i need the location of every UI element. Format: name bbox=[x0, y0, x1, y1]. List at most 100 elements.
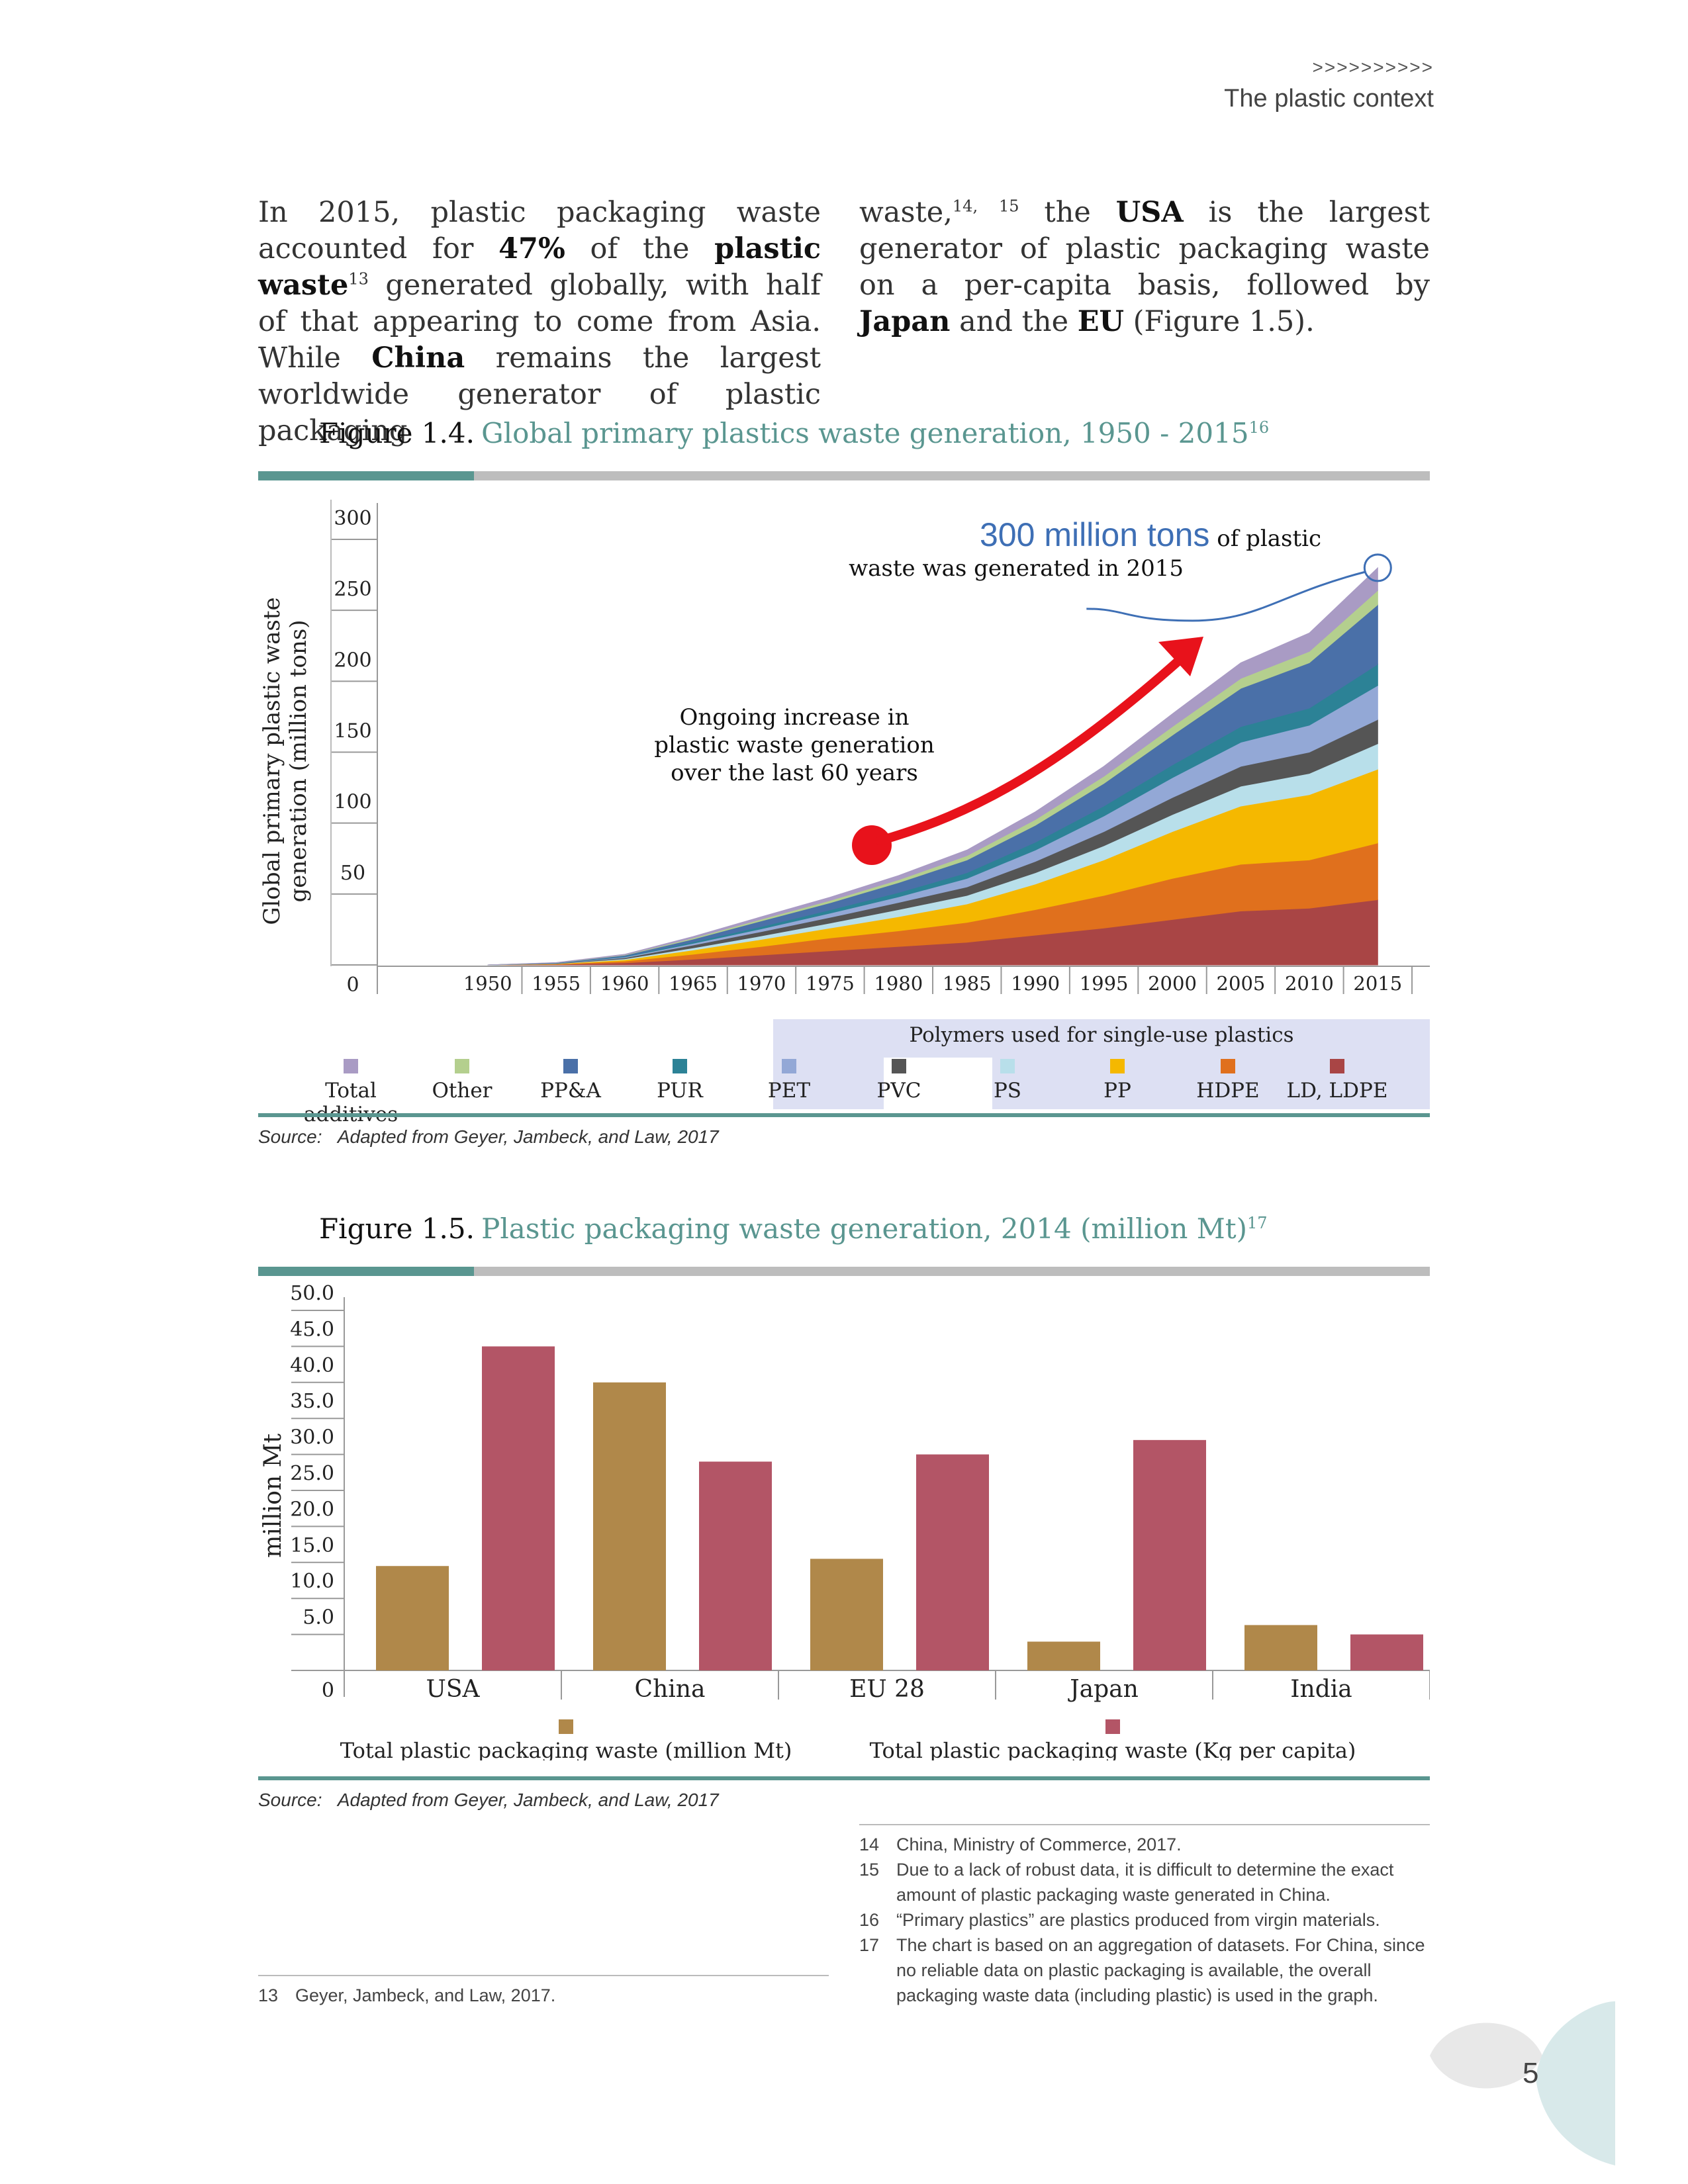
bar-million-mt-usa bbox=[376, 1566, 449, 1670]
x-tick-label: 1965 bbox=[669, 972, 718, 995]
y-tick-label: 0 bbox=[346, 974, 359, 997]
figure-15-label: Figure 1.5. bbox=[319, 1212, 475, 1245]
intro-text-run: is the largest generator of plastic pack… bbox=[859, 196, 1430, 302]
figure-15-rule bbox=[474, 1267, 1430, 1276]
x-tick-label: 1990 bbox=[1011, 972, 1060, 995]
y-tick-label: 15.0 bbox=[290, 1534, 334, 1557]
legend-label: PP bbox=[1103, 1079, 1131, 1103]
legend-label: Total additives bbox=[303, 1079, 399, 1126]
legend-label: HDPE bbox=[1196, 1079, 1260, 1103]
intro-text-run: EU bbox=[1077, 305, 1124, 338]
footnote-divider-right bbox=[859, 1824, 1430, 1825]
intro-text-run: Japan bbox=[859, 305, 951, 338]
legend-swatch bbox=[1221, 1059, 1235, 1073]
intro-text-run: 13 bbox=[348, 269, 369, 289]
intro-column-1: In 2015, plastic packaging waste account… bbox=[258, 195, 821, 449]
x-tick-label: 2005 bbox=[1217, 972, 1266, 995]
callout-line bbox=[1086, 570, 1366, 622]
y-axis-title: Global primary plastic waste generation (… bbox=[259, 597, 312, 925]
figure-14-bottom-rule bbox=[258, 1113, 1430, 1117]
legend-highlight-panel bbox=[773, 1019, 1430, 1109]
footnote-13: 13 Geyer, Jambeck, and Law, 2017. bbox=[258, 1983, 555, 2008]
footnote-text: Geyer, Jambeck, and Law, 2017. bbox=[295, 1985, 556, 2005]
legend-label: PP&A bbox=[540, 1079, 601, 1103]
x-tick-label: 1955 bbox=[532, 972, 581, 995]
trend-arrow-head bbox=[1158, 637, 1203, 676]
y-tick-label: 200 bbox=[334, 649, 371, 672]
legend-label: Other bbox=[432, 1079, 492, 1103]
legend-swatch bbox=[1105, 1719, 1120, 1734]
y-axis-title-line2: generation (million tons) bbox=[285, 619, 312, 902]
y-tick-label: 30.0 bbox=[290, 1426, 334, 1449]
legend-item: LD, LDPE bbox=[1278, 1059, 1397, 1103]
x-tick-label: 1995 bbox=[1080, 972, 1129, 995]
legend-label: PET bbox=[767, 1079, 811, 1103]
footnote-text: China, Ministry of Commerce, 2017. bbox=[896, 1835, 1182, 1854]
y-tick-label: 50 bbox=[340, 862, 365, 885]
figure-14-title: Global primary plastics waste generation… bbox=[481, 417, 1269, 449]
figure-15-title: Plastic packaging waste generation, 2014… bbox=[481, 1212, 1267, 1245]
figure-15-bottom-rule bbox=[258, 1776, 1430, 1780]
legend-item: PVC bbox=[839, 1059, 959, 1103]
footnote-item: 17 The chart is based on an aggregation o… bbox=[859, 1933, 1430, 2008]
figure-14-title-text: Global primary plastics waste generation… bbox=[481, 417, 1249, 449]
figure-15-title-text: Plastic packaging waste generation, 2014… bbox=[481, 1212, 1247, 1245]
figure-15-rule-accent bbox=[258, 1267, 474, 1276]
figure-14-heading: Figure 1.4. Global primary plastics wast… bbox=[319, 417, 1269, 449]
x-tick-label: 1950 bbox=[463, 972, 512, 995]
annotation-line: over the last 60 years bbox=[671, 760, 918, 786]
intro-text-run: 14, 15 bbox=[952, 197, 1019, 216]
legend-label: Total plastic packaging waste (million M… bbox=[340, 1738, 792, 1760]
area-chart: 0 50 100 150 200 250 300 1950 1955 1960 1965 1970 19… bbox=[259, 500, 1430, 997]
legend-swatch bbox=[1110, 1059, 1125, 1073]
legend-swatch bbox=[892, 1059, 906, 1073]
y-tick-label: 0 bbox=[322, 1679, 334, 1702]
footnote-divider-left bbox=[258, 1975, 829, 1976]
callout-text: 300 million tons of plastic bbox=[980, 516, 1321, 553]
figure-14-title-sup: 16 bbox=[1248, 418, 1270, 437]
figure-14-rule-accent bbox=[258, 471, 474, 480]
trend-arrow-shaft bbox=[876, 651, 1190, 845]
x-tick-label: 1985 bbox=[943, 972, 992, 995]
y-tick-label: 150 bbox=[334, 720, 371, 743]
footnote-item: 15 Due to a lack of robust data, it is di… bbox=[859, 1857, 1430, 1907]
intro-text-run: USA bbox=[1115, 196, 1184, 229]
x-tick-label: 1960 bbox=[600, 972, 649, 995]
legend-swatch bbox=[455, 1059, 469, 1073]
x-tick-label: 2000 bbox=[1148, 972, 1197, 995]
legend-label: LD, LDPE bbox=[1286, 1079, 1388, 1103]
legend-swatch bbox=[563, 1059, 578, 1073]
legend-group-title: Polymers used for single-use plastics bbox=[909, 1023, 1294, 1047]
page-number: 5 bbox=[1523, 2057, 1539, 2089]
footnote-number: 13 bbox=[258, 1985, 279, 2005]
legend-swatch bbox=[1000, 1059, 1015, 1073]
intro-text-run: waste, bbox=[859, 196, 953, 229]
y-tick-label: 35.0 bbox=[290, 1390, 334, 1413]
legend-label: Total plastic packaging waste (Kg per ca… bbox=[870, 1738, 1356, 1760]
footnotes-right: 14 China, Ministry of Commerce, 2017. 15 Du… bbox=[859, 1832, 1430, 2008]
legend-swatch bbox=[559, 1719, 573, 1734]
intro-text-run: In 2015, plastic packaging waste account… bbox=[258, 196, 821, 265]
figure-14-source: Source: Adapted from Geyer, Jambeck, and… bbox=[258, 1126, 719, 1148]
x-tick-label: 2015 bbox=[1353, 972, 1402, 995]
legend-label: PUR bbox=[657, 1079, 703, 1103]
figure-14-label: Figure 1.4. bbox=[319, 417, 475, 449]
footnote-item: 14 China, Ministry of Commerce, 2017. bbox=[859, 1832, 1430, 1857]
intro-text-run: China bbox=[371, 341, 465, 375]
area-series-total-additives bbox=[487, 567, 1378, 966]
x-tick-label: 1980 bbox=[874, 972, 923, 995]
y-tick-label: 250 bbox=[334, 578, 371, 601]
bar-kg-per-capita-india bbox=[1350, 1634, 1423, 1670]
bar-kg-per-capita-usa bbox=[482, 1346, 555, 1670]
legend-label: PVC bbox=[876, 1079, 921, 1103]
intro-text-run: plastic waste bbox=[258, 232, 821, 302]
bar-kg-per-capita-eu-28 bbox=[916, 1454, 989, 1670]
figure-15-title-sup: 17 bbox=[1247, 1214, 1268, 1232]
legend-item: Other bbox=[402, 1059, 522, 1103]
footnote-number: 15 bbox=[859, 1860, 880, 1880]
figure-15-heading: Figure 1.5. Plastic packaging waste gene… bbox=[319, 1212, 1268, 1245]
intro-column-2: waste,14, 15 the USA is the largest gene… bbox=[859, 195, 1430, 340]
intro-text-run: (Figure 1.5). bbox=[1123, 305, 1315, 338]
figure-15-source: Source: Adapted from Geyer, Jambeck, and… bbox=[258, 1790, 719, 1811]
x-tick-label: 2010 bbox=[1285, 972, 1334, 995]
